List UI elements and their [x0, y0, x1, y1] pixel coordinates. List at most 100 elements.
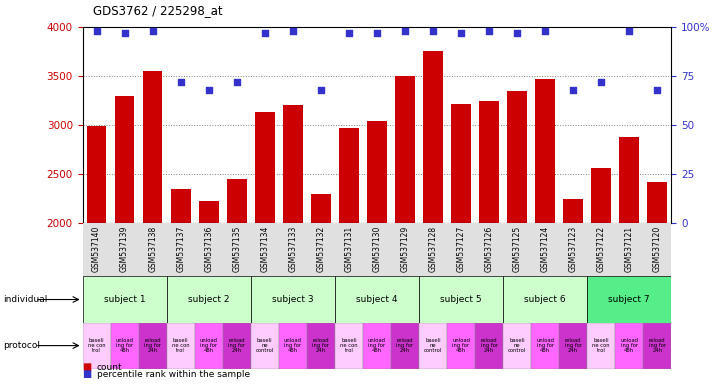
- Text: GSM537128: GSM537128: [429, 225, 437, 271]
- Point: [483, 28, 495, 34]
- Bar: [307, 323, 335, 369]
- Text: GSM537133: GSM537133: [289, 225, 297, 272]
- Text: GSM537136: GSM537136: [204, 225, 213, 272]
- Text: baseli
ne con
trol: baseli ne con trol: [172, 338, 190, 354]
- Text: unload
ing for
48h: unload ing for 48h: [452, 338, 470, 354]
- Point: [511, 30, 523, 36]
- Bar: [339, 128, 359, 223]
- Text: unload
ing for
48h: unload ing for 48h: [536, 338, 554, 354]
- Bar: [423, 51, 443, 223]
- Text: GSM537127: GSM537127: [457, 225, 465, 271]
- Bar: [167, 276, 251, 323]
- Bar: [503, 276, 587, 323]
- Text: baseli
ne
control: baseli ne control: [256, 338, 274, 354]
- Bar: [195, 323, 223, 369]
- Point: [371, 30, 383, 36]
- Text: GSM537123: GSM537123: [569, 225, 578, 271]
- Text: GSM537121: GSM537121: [625, 225, 634, 271]
- Bar: [451, 104, 471, 223]
- Point: [567, 86, 579, 93]
- Bar: [395, 76, 415, 223]
- Text: GSM537132: GSM537132: [317, 225, 325, 271]
- Point: [539, 28, 551, 34]
- Text: reload
ing for
24h: reload ing for 24h: [312, 338, 330, 354]
- Bar: [223, 323, 251, 369]
- Bar: [587, 323, 615, 369]
- Bar: [283, 105, 303, 223]
- Point: [623, 28, 635, 34]
- Bar: [643, 323, 671, 369]
- Point: [147, 28, 159, 34]
- Text: baseli
ne con
trol: baseli ne con trol: [340, 338, 358, 354]
- Bar: [143, 71, 162, 223]
- Bar: [279, 323, 307, 369]
- Text: GSM537134: GSM537134: [261, 225, 269, 272]
- Text: GSM537137: GSM537137: [176, 225, 185, 272]
- Bar: [251, 276, 335, 323]
- Point: [287, 28, 299, 34]
- Text: baseli
ne con
trol: baseli ne con trol: [88, 338, 106, 354]
- Point: [399, 28, 411, 34]
- Text: unload
ing for
48h: unload ing for 48h: [200, 338, 218, 354]
- Text: reload
ing for
24h: reload ing for 24h: [480, 338, 498, 354]
- Text: reload
ing for
24h: reload ing for 24h: [144, 338, 162, 354]
- Text: subject 1: subject 1: [104, 295, 146, 304]
- Text: GSM537120: GSM537120: [653, 225, 662, 271]
- Text: individual: individual: [4, 295, 48, 304]
- Text: subject 6: subject 6: [524, 295, 566, 304]
- Point: [455, 30, 467, 36]
- Text: GSM537129: GSM537129: [401, 225, 409, 271]
- Text: reload
ing for
24h: reload ing for 24h: [564, 338, 582, 354]
- Bar: [508, 91, 527, 223]
- Bar: [139, 323, 167, 369]
- Bar: [620, 137, 639, 223]
- Bar: [419, 323, 447, 369]
- Text: GSM537130: GSM537130: [373, 225, 381, 272]
- Text: reload
ing for
24h: reload ing for 24h: [228, 338, 246, 354]
- Bar: [419, 276, 503, 323]
- Text: subject 4: subject 4: [356, 295, 398, 304]
- Bar: [592, 168, 611, 223]
- Bar: [199, 201, 218, 223]
- Text: percentile rank within the sample: percentile rank within the sample: [97, 370, 250, 379]
- Point: [259, 30, 271, 36]
- Text: unload
ing for
48h: unload ing for 48h: [368, 338, 386, 354]
- Bar: [480, 101, 499, 223]
- Bar: [367, 121, 387, 223]
- Bar: [115, 96, 134, 223]
- Text: subject 5: subject 5: [440, 295, 482, 304]
- Bar: [391, 323, 419, 369]
- Text: unload
ing for
48h: unload ing for 48h: [620, 338, 638, 354]
- Bar: [171, 189, 190, 223]
- Text: count: count: [97, 363, 123, 372]
- Bar: [335, 276, 419, 323]
- Text: GSM537140: GSM537140: [92, 225, 101, 272]
- Bar: [447, 323, 475, 369]
- Text: GSM537131: GSM537131: [345, 225, 353, 271]
- Text: subject 2: subject 2: [188, 295, 230, 304]
- Text: GSM537122: GSM537122: [597, 225, 606, 271]
- Text: GDS3762 / 225298_at: GDS3762 / 225298_at: [93, 4, 223, 17]
- Bar: [564, 199, 583, 223]
- Text: GSM537135: GSM537135: [232, 225, 241, 272]
- Text: reload
ing for
24h: reload ing for 24h: [396, 338, 414, 354]
- Point: [231, 79, 243, 85]
- Text: GSM537124: GSM537124: [541, 225, 550, 271]
- Bar: [87, 126, 106, 223]
- Text: protocol: protocol: [4, 341, 41, 350]
- Bar: [83, 276, 167, 323]
- Text: GSM537125: GSM537125: [513, 225, 522, 271]
- Point: [91, 28, 103, 34]
- Bar: [615, 323, 643, 369]
- Bar: [227, 179, 246, 223]
- Point: [119, 30, 131, 36]
- Text: ■: ■: [83, 369, 92, 379]
- Text: reload
ing for
24h: reload ing for 24h: [649, 338, 666, 354]
- Bar: [531, 323, 559, 369]
- Bar: [559, 323, 587, 369]
- Point: [203, 86, 215, 93]
- Bar: [587, 276, 671, 323]
- Text: GSM537138: GSM537138: [148, 225, 157, 271]
- Bar: [536, 79, 555, 223]
- Bar: [255, 112, 274, 223]
